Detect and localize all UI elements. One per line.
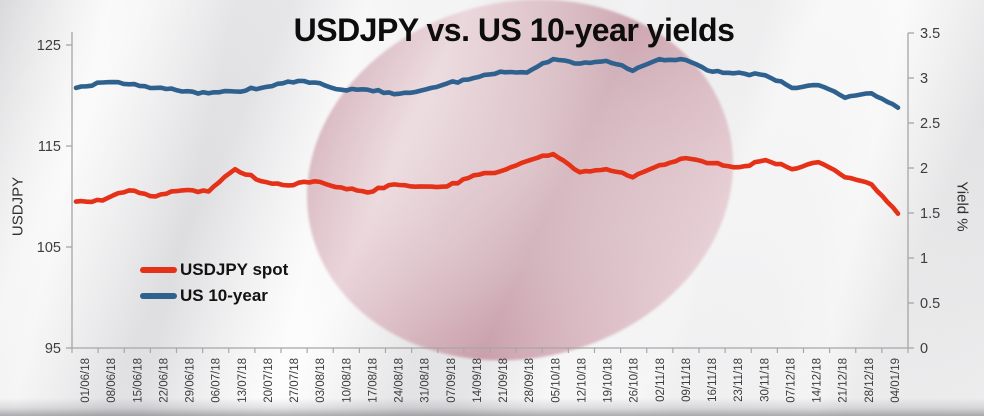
right-axis-tick-label: 1.5 <box>920 206 940 222</box>
x-axis-date-label: 28/12/18 <box>864 358 876 403</box>
right-axis-tick-label: 0 <box>920 341 928 357</box>
x-axis-date-label: 14/09/18 <box>472 358 484 403</box>
x-axis-date-label: 24/08/18 <box>394 358 406 403</box>
x-axis-date-label: 07/09/18 <box>446 358 458 403</box>
x-axis-date-label: 23/11/18 <box>733 358 745 402</box>
right-axis-tick-label: 2.5 <box>920 116 940 132</box>
x-axis-date-label: 19/10/18 <box>603 358 615 403</box>
x-axis-date-label: 28/09/18 <box>524 358 536 403</box>
us10y-line-swatch <box>140 293 177 300</box>
x-axis-date-label: 30/11/18 <box>759 358 771 402</box>
x-axis-date-label: 08/06/18 <box>106 358 118 403</box>
right-axis-tick-label: 2 <box>920 161 928 177</box>
x-axis-date-label: 03/08/18 <box>315 358 327 403</box>
legend: USDJPY spot US 10-year <box>140 260 289 306</box>
x-axis-date-label: 14/12/18 <box>812 358 824 403</box>
x-axis-date-label: 21/09/18 <box>498 358 510 403</box>
legend-label-usdjpy: USDJPY spot <box>180 260 289 279</box>
left-axis-tick-label: 115 <box>38 139 61 155</box>
left-axis-title: USDJPY <box>9 176 27 237</box>
x-axis-date-label: 12/10/18 <box>576 358 588 403</box>
legend-item-us10y: US 10-year <box>140 285 288 306</box>
legend-label-us10y: US 10-year <box>180 285 268 305</box>
x-axis-date-label: 10/08/18 <box>341 358 353 403</box>
left-axis-tick-label: 125 <box>37 38 61 54</box>
x-axis-date-label: 20/07/18 <box>263 358 275 403</box>
right-axis-tick-label: 3.5 <box>920 26 940 42</box>
us10y-series-line <box>73 56 901 110</box>
right-axis-tick-label: 3 <box>920 71 928 87</box>
usdjpy-series-line <box>73 151 901 216</box>
x-axis-date-label: 01/06/18 <box>80 358 92 403</box>
x-axis-date-label: 29/06/18 <box>185 358 197 403</box>
flag-bottom-shadow <box>0 398 984 416</box>
right-axis-tick-label: 0.5 <box>920 296 940 312</box>
x-axis-date-label: 07/12/18 <box>785 358 797 403</box>
x-axis-date-label: 31/08/18 <box>420 358 432 403</box>
x-axis-date-label: 27/07/18 <box>289 358 301 403</box>
x-axis-date-label: 09/11/18 <box>681 358 693 402</box>
x-axis-date-label: 13/07/18 <box>237 358 249 403</box>
x-axis-date-label: 06/07/18 <box>211 358 223 403</box>
x-axis-date-label: 05/10/18 <box>550 358 562 403</box>
x-axis-date-label: 16/11/18 <box>707 358 719 402</box>
chart-title: USDJPY vs. US 10-year yields <box>293 12 735 48</box>
right-axis-title: Yield % <box>953 181 971 232</box>
x-axis-date-label: 02/11/18 <box>655 358 667 402</box>
x-axis-date-label: 04/01/19 <box>890 358 902 403</box>
legend-item-usdjpy: USDJPY spot <box>140 260 289 280</box>
x-axis-date-label: 22/06/18 <box>158 358 170 403</box>
left-axis-tick-label: 95 <box>45 341 61 357</box>
usdjpy-line-swatch <box>140 267 177 274</box>
left-axis-tick-label: 105 <box>37 240 61 256</box>
x-axis-date-label: 17/08/18 <box>367 358 379 403</box>
right-axis-tick-label: 1 <box>920 251 928 267</box>
x-axis-date-label: 15/06/18 <box>132 358 144 403</box>
x-axis-date-label: 21/12/18 <box>838 358 850 403</box>
x-axis-date-label: 26/10/18 <box>629 358 641 403</box>
